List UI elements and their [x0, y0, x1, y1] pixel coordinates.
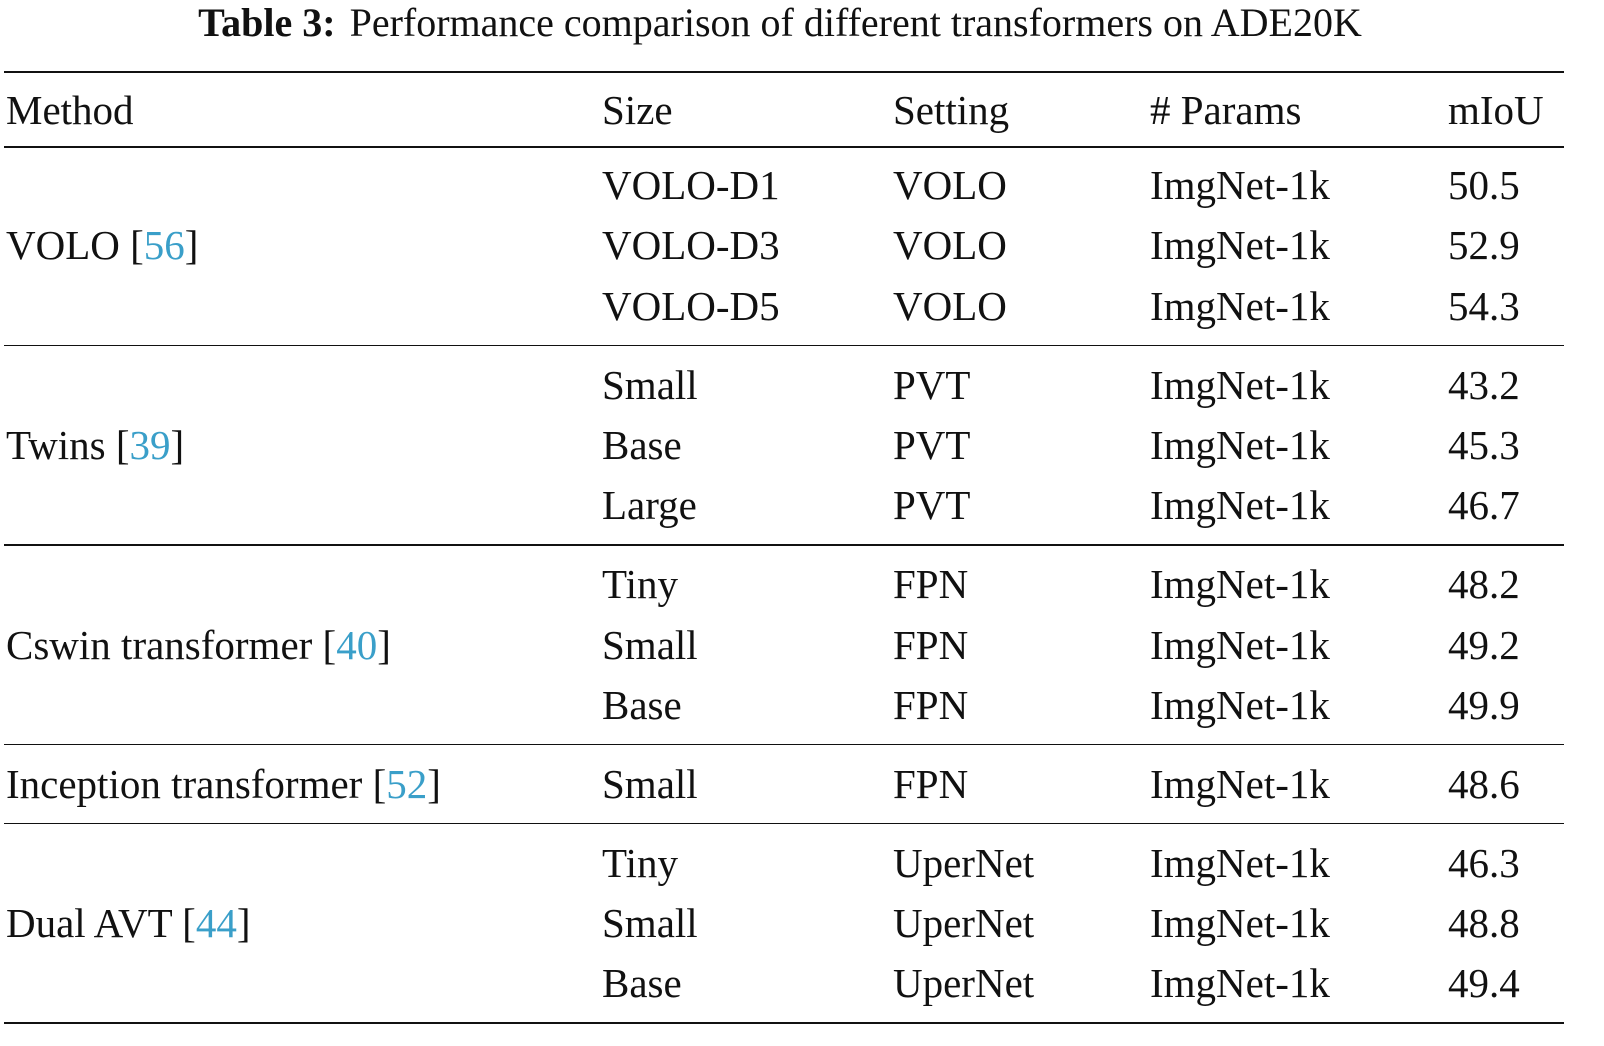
table-cell: Tiny — [602, 561, 678, 608]
method-text: ] — [427, 760, 441, 807]
method-text: Inception transformer [ — [6, 760, 387, 807]
header-cell: mIoU — [1448, 87, 1544, 133]
rule — [4, 1022, 1564, 1025]
table-cell: VOLO-D5 — [602, 282, 780, 329]
method-text: VOLO [ — [6, 222, 144, 269]
table-cell: 48.8 — [1448, 900, 1520, 947]
method-text: ] — [184, 222, 199, 269]
table-cell: ImgNet-1k — [1150, 960, 1330, 1007]
table-cell: ImgNet-1k — [1150, 421, 1330, 468]
table-cell: Small — [602, 361, 698, 408]
method-text: Dual AVT [ — [6, 900, 196, 947]
table-cell: Tiny — [602, 839, 678, 886]
table-cell: 43.2 — [1448, 361, 1520, 408]
table-cell: VOLO-D1 — [602, 162, 780, 208]
table-cell: ImgNet-1k — [1150, 282, 1330, 329]
citation: 44 — [195, 900, 237, 947]
citation: 56 — [143, 222, 185, 269]
table-cell: 48.6 — [1448, 760, 1520, 807]
citation: 52 — [386, 760, 428, 807]
table-cell: ImgNet-1k — [1150, 561, 1330, 608]
rule — [4, 71, 1564, 73]
rule — [4, 822, 1564, 825]
table-cell: UperNet — [893, 839, 1035, 886]
table-cell: FPN — [893, 621, 969, 668]
table-cell: PVT — [893, 361, 971, 408]
table-cell: 54.3 — [1448, 282, 1520, 329]
method-text: Cswin transformer [ — [6, 621, 337, 668]
method-cell: Cswin transformer [40] — [6, 620, 391, 670]
method-cell: Dual AVT [44] — [6, 898, 250, 948]
table-cell: ImgNet-1k — [1150, 900, 1330, 947]
method-text: ] — [170, 421, 185, 468]
table-cell: Small — [602, 760, 698, 807]
citation: 39 — [129, 421, 171, 468]
table-cell: 50.5 — [1448, 162, 1520, 208]
caption-text: Performance comparison of different tran… — [349, 0, 1362, 45]
table-cell: PVT — [893, 482, 971, 529]
table-cell: VOLO — [893, 162, 1007, 208]
table-cell: ImgNet-1k — [1150, 681, 1330, 728]
table-cell: ImgNet-1k — [1150, 621, 1330, 668]
caption-label: Table 3: — [198, 0, 336, 45]
table-cell: UperNet — [893, 900, 1035, 947]
table-cell: ImgNet-1k — [1150, 361, 1330, 408]
header-cell: Setting — [893, 87, 1010, 133]
rule — [4, 146, 1564, 148]
table-cell: ImgNet-1k — [1150, 482, 1330, 529]
method-text: ] — [377, 621, 391, 668]
table-cell: Base — [602, 421, 682, 468]
table-cell: FPN — [893, 760, 969, 807]
table-cell: 52.9 — [1448, 222, 1520, 269]
citation: 40 — [336, 621, 378, 668]
table-cell: ImgNet-1k — [1150, 222, 1330, 269]
rule — [4, 743, 1564, 746]
method-cell: Inception transformer [52] — [6, 759, 441, 809]
table-cell: PVT — [893, 421, 971, 468]
table-cell: 45.3 — [1448, 421, 1520, 468]
table-cell: Large — [602, 482, 697, 529]
method-text: Twins [ — [6, 421, 130, 468]
table-cell: 48.2 — [1448, 561, 1520, 608]
table-cell: ImgNet-1k — [1150, 162, 1330, 208]
table-cell: VOLO — [893, 222, 1007, 269]
table-cell: UperNet — [893, 960, 1035, 1007]
table-cell: 49.9 — [1448, 681, 1520, 728]
method-cell: VOLO [56] — [6, 220, 198, 270]
table-cell: Base — [602, 960, 682, 1007]
rule — [4, 544, 1564, 546]
table-cell: 46.3 — [1448, 839, 1520, 886]
table-cell: ImgNet-1k — [1150, 760, 1330, 807]
method-text: ] — [236, 900, 251, 947]
method-cell: Twins [39] — [6, 420, 184, 470]
table-cell: VOLO-D3 — [602, 222, 780, 269]
rule — [4, 344, 1564, 347]
table-cell: Small — [602, 900, 698, 947]
header-cell: # Params — [1150, 87, 1302, 133]
table-cell: 46.7 — [1448, 482, 1520, 529]
table-cell: ImgNet-1k — [1150, 839, 1330, 886]
table-cell: FPN — [893, 681, 969, 728]
table-cell: Small — [602, 621, 698, 668]
table-cell: 49.4 — [1448, 960, 1520, 1007]
caption: Table 3: Performance comparison of differ… — [0, 0, 1560, 46]
table-cell: VOLO — [893, 282, 1007, 329]
table-cell: Base — [602, 681, 682, 728]
table-cell: FPN — [893, 561, 969, 608]
table-cell: 49.2 — [1448, 621, 1520, 668]
header-cell: Method — [6, 87, 134, 133]
header-cell: Size — [602, 87, 673, 133]
